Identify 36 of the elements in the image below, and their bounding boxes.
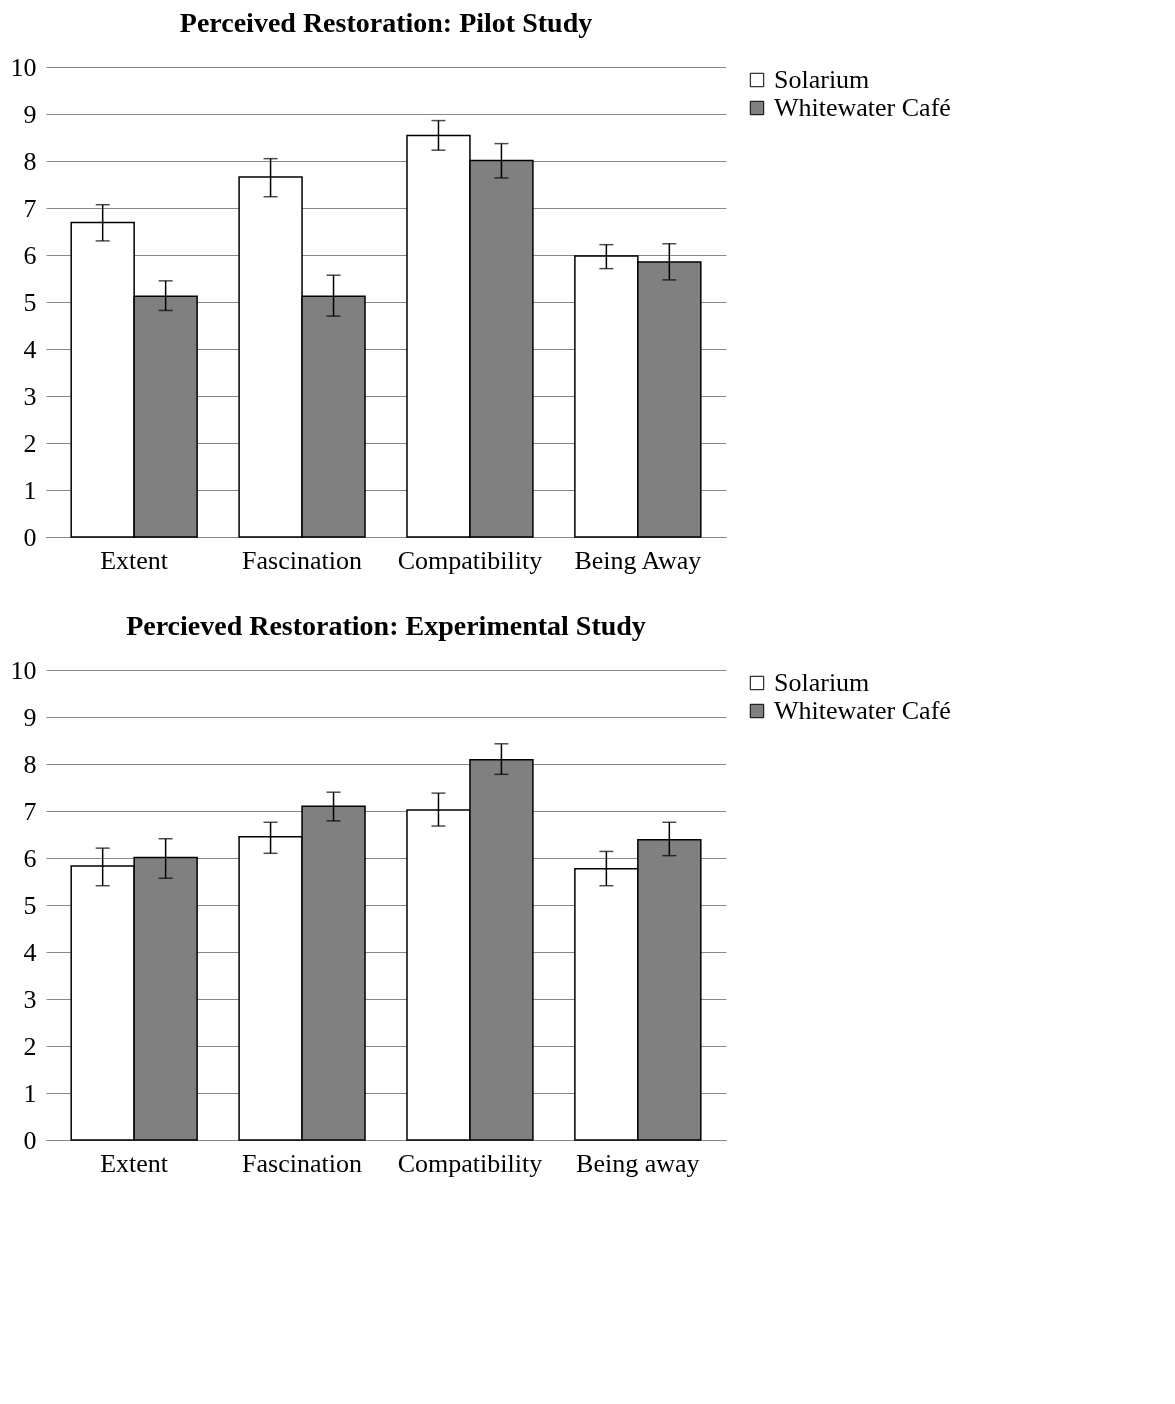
x-tick-label: Compatibility [397,1148,543,1178]
y-tick-label: 9 [23,702,37,732]
y-tick-label: 6 [23,843,37,873]
x-tick-label: Extent [100,545,169,575]
y-tick-label: 6 [23,240,37,270]
y-tick-label: 1 [23,475,37,505]
x-tick-label: Extent [100,1148,169,1178]
chart-title: Percieved Restoration: Experimental Study [126,610,646,641]
y-tick-label: 2 [23,428,37,458]
y-tick-label: 10 [10,52,37,82]
y-tick-label: 1 [23,1078,37,1108]
x-tick-label: Being Away [574,545,702,575]
y-tick-label: 2 [23,1031,37,1061]
y-tick-label: 3 [23,984,37,1014]
y-tick-label: 7 [23,796,37,826]
x-tick-label: Being away [576,1148,700,1178]
legend-label: Whitewater Café [774,93,951,122]
y-tick-label: 3 [23,381,37,411]
y-tick-label: 7 [23,193,37,223]
y-tick-label: 8 [23,146,37,176]
x-tick-label: Fascination [242,1148,362,1178]
legend-label: Solarium [774,65,870,94]
x-tick-label: Fascination [242,545,362,575]
chart-title: Perceived Restoration: Pilot Study [179,7,593,38]
y-tick-label: 10 [10,655,37,685]
legend-label: Solarium [774,668,870,697]
y-tick-label: 9 [23,99,37,129]
x-tick-label: Compatibility [397,545,543,575]
y-tick-label: 0 [23,1125,37,1155]
y-tick-label: 4 [23,334,37,364]
y-tick-label: 8 [23,749,37,779]
y-tick-label: 0 [23,522,37,552]
y-tick-label: 4 [23,937,37,967]
legend-label: Whitewater Café [774,696,951,725]
y-tick-label: 5 [23,890,37,920]
y-tick-label: 5 [23,287,37,317]
